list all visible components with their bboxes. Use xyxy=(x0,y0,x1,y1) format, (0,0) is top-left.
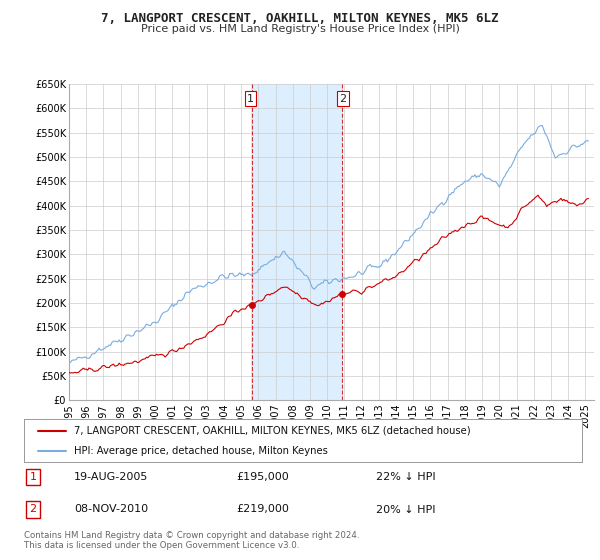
Text: Contains HM Land Registry data © Crown copyright and database right 2024.
This d: Contains HM Land Registry data © Crown c… xyxy=(24,531,359,550)
Bar xyxy=(251,84,343,400)
Text: 7, LANGPORT CRESCENT, OAKHILL, MILTON KEYNES, MK5 6LZ: 7, LANGPORT CRESCENT, OAKHILL, MILTON KE… xyxy=(101,12,499,25)
Text: Price paid vs. HM Land Registry's House Price Index (HPI): Price paid vs. HM Land Registry's House … xyxy=(140,24,460,34)
Text: £219,000: £219,000 xyxy=(236,505,289,515)
Text: 7, LANGPORT CRESCENT, OAKHILL, MILTON KEYNES, MK5 6LZ (detached house): 7, LANGPORT CRESCENT, OAKHILL, MILTON KE… xyxy=(74,426,471,436)
Text: 1: 1 xyxy=(29,472,37,482)
Text: £195,000: £195,000 xyxy=(236,472,289,482)
Text: 22% ↓ HPI: 22% ↓ HPI xyxy=(376,472,435,482)
Text: 08-NOV-2010: 08-NOV-2010 xyxy=(74,505,148,515)
Text: 2: 2 xyxy=(340,94,347,104)
Text: 2: 2 xyxy=(29,505,37,515)
Text: 20% ↓ HPI: 20% ↓ HPI xyxy=(376,505,435,515)
Text: 19-AUG-2005: 19-AUG-2005 xyxy=(74,472,149,482)
Text: HPI: Average price, detached house, Milton Keynes: HPI: Average price, detached house, Milt… xyxy=(74,446,328,456)
Text: 1: 1 xyxy=(247,94,254,104)
